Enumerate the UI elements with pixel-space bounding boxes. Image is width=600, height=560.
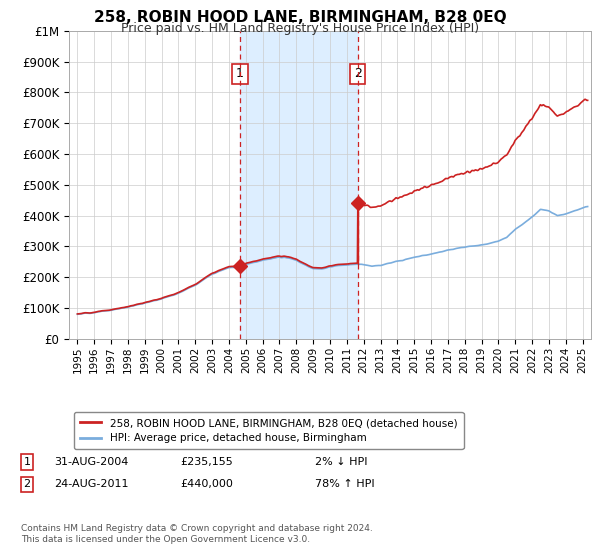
- Text: 78% ↑ HPI: 78% ↑ HPI: [315, 479, 374, 489]
- Text: £440,000: £440,000: [180, 479, 233, 489]
- Text: £235,155: £235,155: [180, 457, 233, 467]
- Text: 31-AUG-2004: 31-AUG-2004: [54, 457, 128, 467]
- Text: 1: 1: [236, 67, 244, 81]
- Text: 258, ROBIN HOOD LANE, BIRMINGHAM, B28 0EQ: 258, ROBIN HOOD LANE, BIRMINGHAM, B28 0E…: [94, 10, 506, 25]
- Text: 2: 2: [354, 67, 362, 81]
- Text: 24-AUG-2011: 24-AUG-2011: [54, 479, 128, 489]
- Bar: [240, 31, 358, 339]
- Text: Contains HM Land Registry data © Crown copyright and database right 2024.: Contains HM Land Registry data © Crown c…: [21, 524, 373, 533]
- Text: Price paid vs. HM Land Registry's House Price Index (HPI): Price paid vs. HM Land Registry's House …: [121, 22, 479, 35]
- Text: 2% ↓ HPI: 2% ↓ HPI: [315, 457, 367, 467]
- Text: 2: 2: [23, 479, 31, 489]
- Legend: 258, ROBIN HOOD LANE, BIRMINGHAM, B28 0EQ (detached house), HPI: Average price, : 258, ROBIN HOOD LANE, BIRMINGHAM, B28 0E…: [74, 412, 464, 450]
- Text: 1: 1: [23, 457, 31, 467]
- Text: This data is licensed under the Open Government Licence v3.0.: This data is licensed under the Open Gov…: [21, 535, 310, 544]
